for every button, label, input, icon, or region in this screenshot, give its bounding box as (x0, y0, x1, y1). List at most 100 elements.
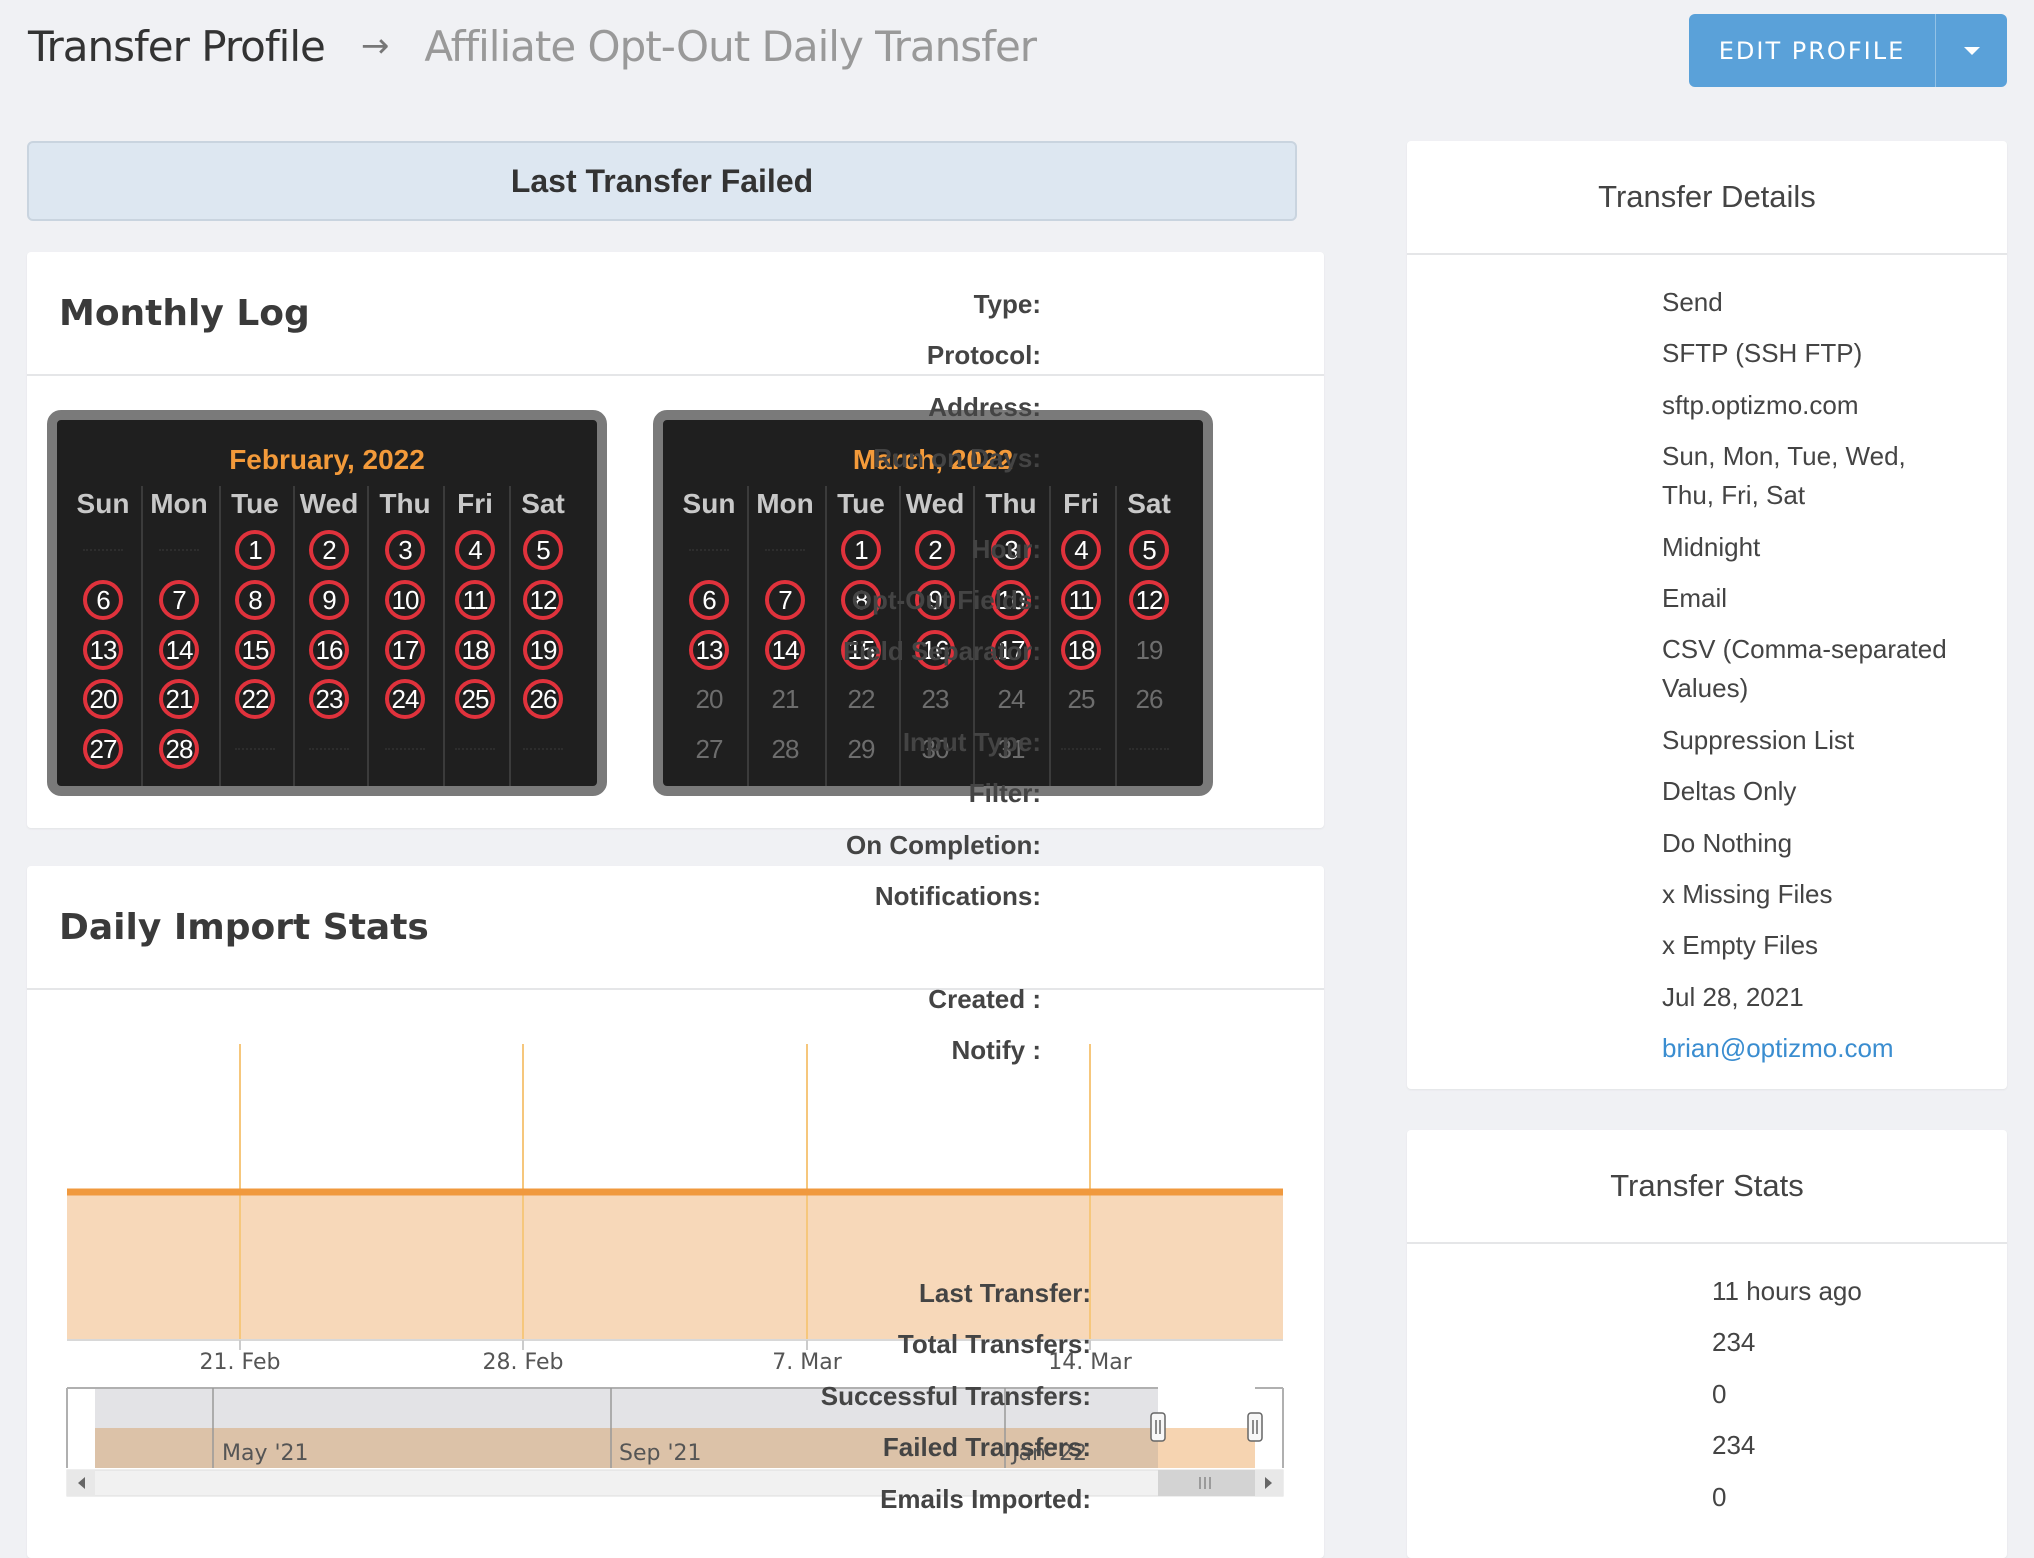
edit-profile-button[interactable]: EDIT PROFILE (1689, 14, 1936, 87)
calendar-day-empty (1129, 729, 1169, 769)
calendar-column-separator (367, 486, 369, 786)
calendar-day-failed: 9 (309, 580, 349, 620)
calendar-day-empty (765, 530, 805, 570)
calendar-day: 26 (1135, 683, 1164, 714)
detail-label: Protocol: (926, 340, 1041, 371)
detail-label: Total Transfers: (897, 1329, 1091, 1360)
empty-cell-dots (689, 549, 729, 551)
daily-import-stats-title: Daily Import Stats (27, 866, 1324, 990)
edit-profile-dropdown-toggle[interactable] (1936, 14, 2007, 87)
calendar-day-failed: 3 (385, 530, 425, 570)
calendar-day-failed: 12 (1129, 580, 1169, 620)
notify-email-link[interactable]: brian@optizmo.com (1662, 1033, 1894, 1064)
calendar-day-empty (385, 729, 425, 769)
calendar-day-failed: 7 (765, 580, 805, 620)
calendar-day-failed: 19 (523, 630, 563, 670)
detail-value: x Missing Files (1662, 879, 1833, 909)
transfer-stats-panel: Transfer Stats Last Transfer: 11 hours ag… (821, 1130, 2007, 1558)
detail-value: 0 (1712, 1378, 1727, 1409)
calendar-day-failed: 10 (385, 580, 425, 620)
detail-label: Address: (928, 391, 1041, 422)
calendar-column-separator (1049, 486, 1051, 786)
empty-cell-dots (235, 748, 275, 750)
empty-cell-dots (523, 748, 563, 750)
empty-cell-dots (1061, 748, 1101, 750)
detail-value: sftp.optizmo.com (1662, 389, 1859, 420)
calendar-day-empty (159, 530, 199, 570)
calendar-day-failed: 15 (841, 630, 881, 670)
calendar-day-failed: 24 (385, 679, 425, 719)
detail-value: Do Nothing (1662, 827, 1793, 858)
detail-value: x Empty Files (1662, 930, 1819, 961)
caret-down-icon (1963, 46, 1980, 55)
transfer-details-panel: Transfer Details Type: Send Protocol: SFTP … (843, 141, 2007, 1089)
calendar-column-separator (899, 486, 901, 786)
calendar-day-empty (309, 729, 349, 769)
empty-cell-dots (455, 748, 495, 750)
detail-value: SFTP (SSH FTP) (1662, 338, 1863, 369)
calendar-day-failed: 18 (455, 630, 495, 670)
breadcrumb-arrow-icon: → (360, 26, 389, 66)
calendar-day-failed: 14 (159, 630, 199, 670)
calendar-day-failed: 8 (841, 580, 881, 620)
calendar-day-failed: 21 (159, 679, 199, 719)
calendar-day-failed: 13 (83, 630, 123, 670)
calendar-day-empty (523, 729, 563, 769)
calendar-column-separator (825, 486, 827, 786)
calendar-day-failed: 10 (991, 580, 1031, 620)
calendar-day-failed: 20 (83, 679, 123, 719)
calendar-day-empty (83, 530, 123, 570)
calendar-day-empty (689, 530, 729, 570)
calendar-day-failed: 16 (309, 630, 349, 670)
detail-label: Notify : (951, 1035, 1041, 1066)
transfer-stats-title: Transfer Stats (1407, 1130, 2007, 1244)
calendar-day-failed: 11 (455, 580, 495, 620)
calendar-day: 23 (921, 683, 950, 714)
detail-value: CSV (Comma-separated Values) (1662, 634, 1947, 704)
calendar-day-failed: 9 (915, 580, 955, 620)
calendar-day-failed: 1 (841, 530, 881, 570)
detail-value: 234 (1712, 1430, 1756, 1461)
calendar-day: 31 (997, 733, 1026, 764)
calendar-day-failed: 17 (991, 630, 1031, 670)
calendar-day: 20 (695, 683, 724, 714)
last-transfer-alert: Last Transfer Failed (27, 141, 1297, 221)
detail-value: Sun, Mon, Tue, Wed, Thu, Fri, Sat (1662, 441, 1906, 511)
empty-cell-dots (309, 748, 349, 750)
detail-value: Deltas Only (1662, 776, 1797, 807)
calendar-day-failed: 2 (309, 530, 349, 570)
calendar-column-separator (747, 486, 749, 786)
calendar-day: 19 (1135, 634, 1164, 665)
calendar-weekday-header: Sun (76, 488, 130, 519)
calendar-day-failed: 15 (235, 630, 275, 670)
empty-cell-dots (385, 748, 425, 750)
calendar-day-failed: 4 (1061, 530, 1101, 570)
detail-label: Type: (973, 289, 1041, 319)
calendar-column-separator (509, 486, 511, 786)
calendar-weekday-header: Mon (756, 488, 814, 519)
breadcrumb-root[interactable]: Transfer Profile (28, 21, 326, 71)
calendar-day-empty (235, 729, 275, 769)
calendar-day-empty (455, 729, 495, 769)
calendar-february: February, 2022 Sun Mon Tue Wed Thu Fri Sat 1 2 3 4… (47, 410, 607, 796)
detail-label: Failed Transfers: (882, 1432, 1091, 1463)
calendar-weekday-header: Sun (682, 488, 736, 519)
empty-cell-dots (765, 549, 805, 551)
calendar-day-failed: 1 (235, 530, 275, 570)
detail-label: Filter: (968, 778, 1041, 809)
calendar-day: 29 (847, 733, 876, 764)
calendar-day: 28 (771, 733, 800, 764)
empty-cell-dots (1129, 748, 1169, 750)
calendar-day: 27 (695, 733, 724, 764)
calendar-weekday-header: Wed (299, 488, 359, 519)
calendar-day-failed: 2 (915, 530, 955, 570)
breadcrumb: Transfer Profile → Affiliate Opt-Out Dai… (28, 14, 1037, 78)
calendar-weekday-header: Fri (457, 488, 493, 519)
calendar-weekday-header: Fri (1063, 488, 1099, 519)
calendar-day-failed: 28 (159, 729, 199, 769)
detail-label: Run on Days: (873, 443, 1041, 474)
calendar-day-failed: 3 (991, 530, 1031, 570)
detail-label: Successful Transfers: (820, 1380, 1091, 1411)
calendar-day-failed: 16 (915, 630, 955, 670)
calendar-day-failed: 6 (83, 580, 123, 620)
